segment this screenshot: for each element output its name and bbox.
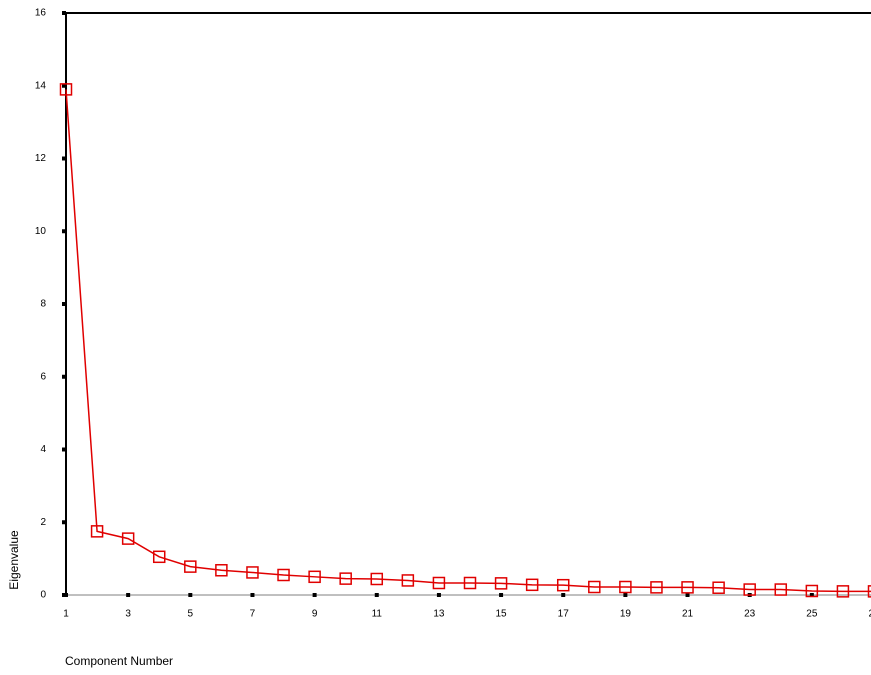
y-tick-label: 2 [40, 517, 46, 528]
series-line [66, 89, 871, 591]
y-tick-label: 12 [35, 153, 47, 164]
y-tick [62, 157, 66, 161]
x-tick-label: 17 [558, 609, 570, 620]
y-tick-label: 6 [40, 371, 46, 382]
y-tick-label: 8 [40, 299, 46, 310]
x-tick-label: 23 [744, 609, 756, 620]
x-tick [499, 593, 503, 597]
y-tick-label: 14 [35, 80, 47, 91]
y-tick-label: 16 [35, 8, 47, 19]
x-tick [250, 593, 254, 597]
y-tick-label: 10 [35, 226, 47, 237]
y-tick [62, 375, 66, 379]
y-tick [62, 229, 66, 233]
x-tick [623, 593, 627, 597]
x-tick [126, 593, 130, 597]
y-tick [62, 302, 66, 306]
x-tick-label: 1 [63, 609, 69, 620]
y-tick-label: 0 [40, 590, 46, 601]
x-tick [437, 593, 441, 597]
x-tick-label: 5 [188, 609, 194, 620]
x-tick [375, 593, 379, 597]
x-tick-label: 11 [372, 609, 383, 620]
x-tick-label: 9 [312, 609, 318, 620]
x-tick-label: 19 [620, 609, 632, 620]
y-axis-title: Eigenvalue [7, 530, 21, 590]
x-axis-title: Component Number [65, 654, 173, 668]
x-tick-label: 3 [125, 609, 131, 620]
x-tick-label: 15 [496, 609, 508, 620]
x-tick-label: 13 [433, 609, 445, 620]
x-tick-label: 21 [682, 609, 694, 620]
x-tick [188, 593, 192, 597]
x-tick-label: 25 [806, 609, 818, 620]
x-tick-label: 7 [250, 609, 256, 620]
y-tick [62, 520, 66, 524]
x-tick [561, 593, 565, 597]
chart: Eigenvalue Component Number 0 2 4 6 8 10 12 14 1… [0, 0, 871, 675]
y-tick [62, 11, 66, 15]
y-tick-label: 4 [40, 444, 46, 455]
x-tick [313, 593, 317, 597]
x-tick [64, 593, 68, 597]
y-tick [62, 448, 66, 452]
